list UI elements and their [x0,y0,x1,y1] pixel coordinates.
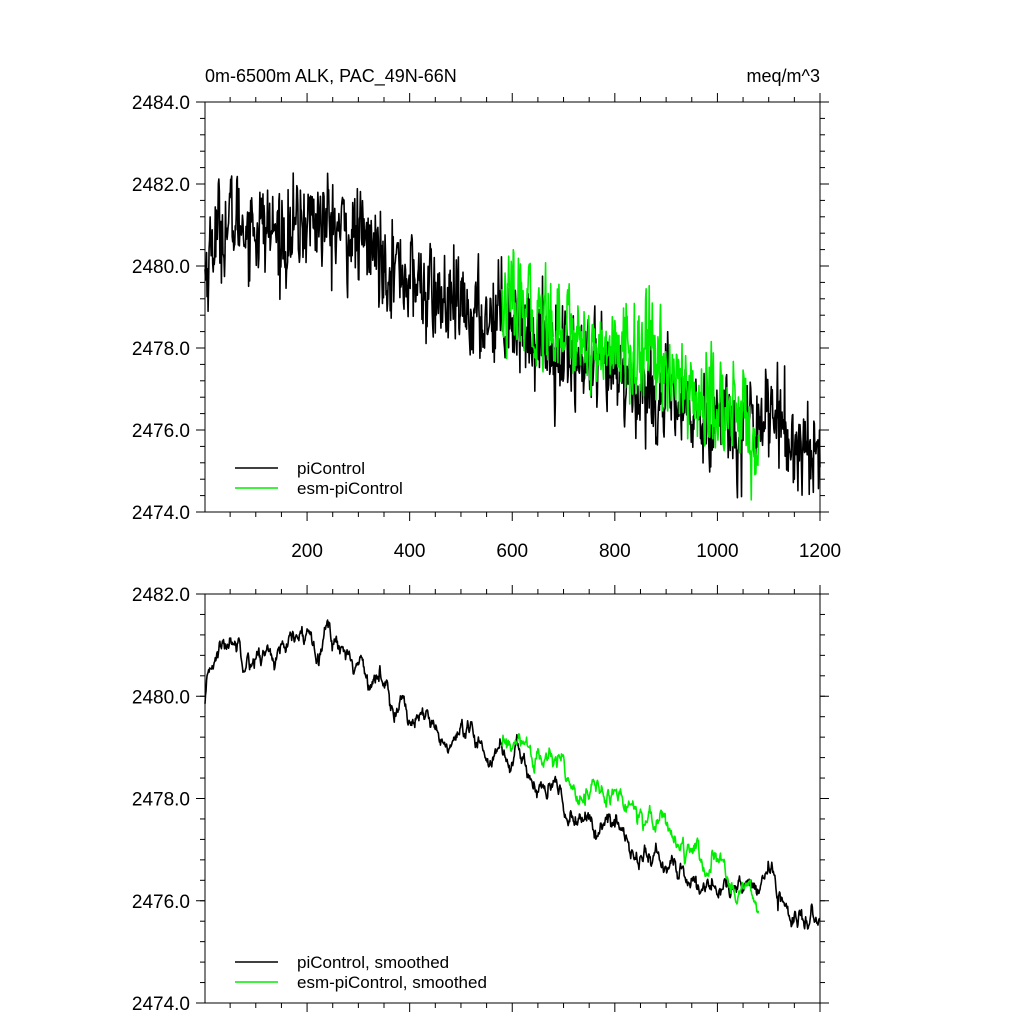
x-tick-label: 200 [291,541,323,562]
y-tick-label: 2474.0 [132,994,190,1015]
x-tick-label: 1000 [696,541,738,562]
x-tick-label: 400 [394,541,426,562]
x-tick-label: 1200 [799,541,841,562]
series-line-esm-picontrol [501,732,760,914]
y-tick-label: 2480.0 [132,687,190,708]
figure-units: meq/m^3 [747,66,820,86]
y-tick-label: 2482.0 [132,585,190,606]
y-tick-label: 2478.0 [132,790,190,811]
x-tick-label: 800 [599,541,631,562]
y-tick-label: 2474.0 [132,503,190,524]
x-tick-label: 600 [496,541,528,562]
bottom-panel: 2474.0 2476.0 2478.0 2480.0 2482.0 piControl,… [132,585,829,1015]
plot-frame [204,593,821,1004]
y-tick-label: 2478.0 [132,339,190,360]
legend-label: esm-piControl, smoothed [297,973,487,992]
series-line-picontrol [204,619,821,930]
y-tick-label: 2476.0 [132,421,190,442]
legend-label: piControl [297,459,365,478]
legend-label: esm-piControl [297,479,403,498]
y-tick-label: 2482.0 [132,175,190,196]
series-line-esm-picontrol [501,248,760,501]
legend-label: piControl, smoothed [297,953,449,972]
y-tick-label: 2484.0 [132,93,190,114]
figure-title: 0m-6500m ALK, PAC_49N-66N [205,66,457,87]
y-tick-label: 2476.0 [132,892,190,913]
series-line-picontrol [204,172,821,499]
y-tick-label: 2480.0 [132,257,190,278]
top-panel: 2474.0 2476.0 2478.0 2480.0 2482.0 2484.0 200 4… [132,93,841,562]
